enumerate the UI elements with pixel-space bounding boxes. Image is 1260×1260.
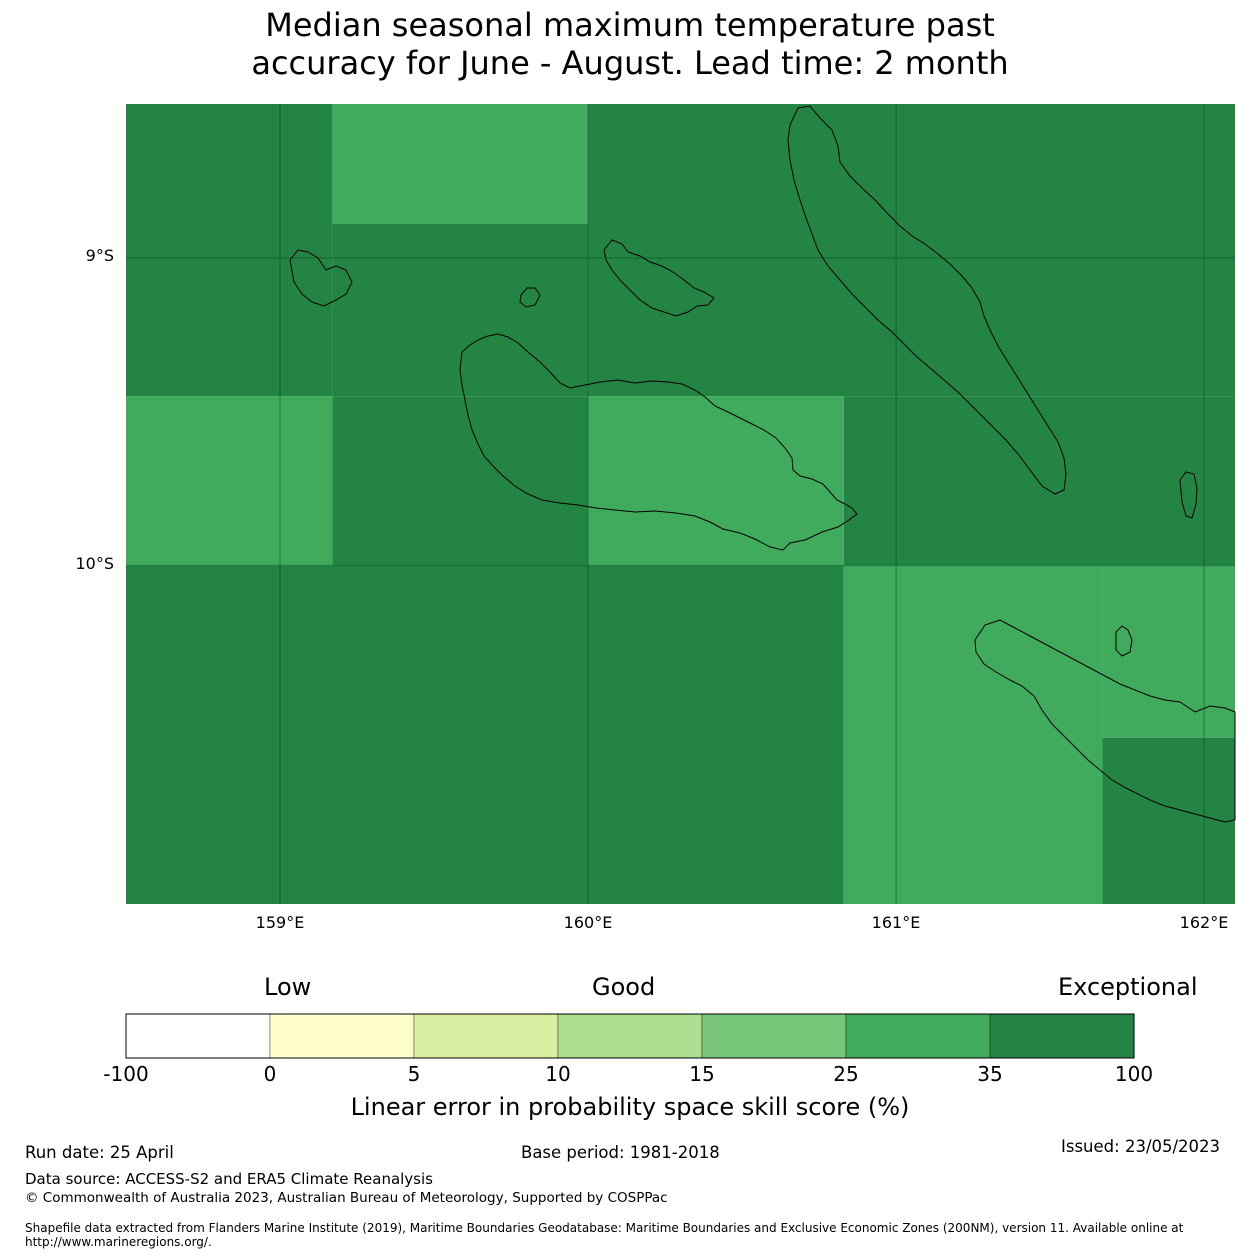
skill-cell (332, 104, 589, 224)
colorbar-frame (125, 1013, 1135, 1059)
x-tick-label: 161°E (871, 913, 921, 932)
skill-cell (588, 104, 1235, 397)
data-source: Data source: ACCESS-S2 and ERA5 Climate … (25, 1170, 433, 1188)
colorbar-bin (125, 1013, 271, 1059)
colorbar-tick-label: -100 (103, 1062, 149, 1086)
skill-cell (126, 396, 333, 566)
base-period: Base period: 1981-2018 (521, 1143, 720, 1162)
coastline-malaita (787, 105, 1067, 495)
y-tick-label: 9°S (85, 246, 114, 265)
x-tick-label: 159°E (255, 913, 305, 932)
skill-cell (843, 565, 1103, 904)
colorbar-tick-label: 100 (1114, 1062, 1154, 1086)
map-title: Median seasonal maximum temperature past… (251, 6, 1009, 82)
x-tick-label: 160°E (563, 913, 613, 932)
colorbar-tick-label: 35 (977, 1062, 1003, 1086)
coastline-russell-islands (289, 249, 353, 307)
colorbar-bin (413, 1013, 559, 1059)
coastline-florida-islands (603, 239, 715, 317)
coastline-guadalcanal (459, 333, 858, 551)
skill-cell (332, 396, 589, 566)
colorbar-tick-label: 15 (689, 1062, 715, 1086)
colorbar-tick-label: 25 (833, 1062, 859, 1086)
shapefile-note: Shapefile data extracted from Flanders M… (25, 1221, 1184, 1249)
y-tick-label: 10°S (75, 554, 114, 573)
coastline-makira (974, 619, 1236, 823)
coastline-ulawa (1179, 471, 1198, 519)
gridlines (126, 104, 1235, 904)
copyright: © Commonwealth of Australia 2023, Austra… (25, 1190, 668, 1206)
skill-cell (588, 396, 844, 566)
skill-cell (126, 565, 844, 904)
colorbar-bin (269, 1013, 415, 1059)
coastline-small-island (1115, 625, 1133, 657)
colorbar-tick-label: 5 (407, 1062, 421, 1086)
skill-cell (843, 396, 1235, 566)
colorbar-tick-label: 10 (545, 1062, 571, 1086)
colorbar (125, 1013, 1135, 1059)
category-label-good: Good (592, 973, 656, 1001)
skill-cell (126, 104, 333, 397)
skill-cells (126, 104, 1235, 904)
colorbar-title: Linear error in probability space skill … (350, 1093, 910, 1121)
coastlines (289, 105, 1236, 823)
skill-cell (1102, 565, 1235, 738)
issued-date: Issued: 23/05/2023 (1061, 1137, 1221, 1156)
colorbar-tick-label: 0 (263, 1062, 277, 1086)
colorbar-bin (701, 1013, 847, 1059)
colorbar-bin (989, 1013, 1135, 1059)
x-tick-label: 162°E (1179, 913, 1229, 932)
colorbar-bin (557, 1013, 703, 1059)
coastline-savo (519, 287, 541, 308)
colorbar-bin (845, 1013, 991, 1059)
category-label-low: Low (264, 973, 312, 1001)
category-label-exceptional: Exceptional (1058, 973, 1198, 1001)
skill-cell (1102, 737, 1235, 904)
run-date: Run date: 25 April (25, 1143, 174, 1162)
